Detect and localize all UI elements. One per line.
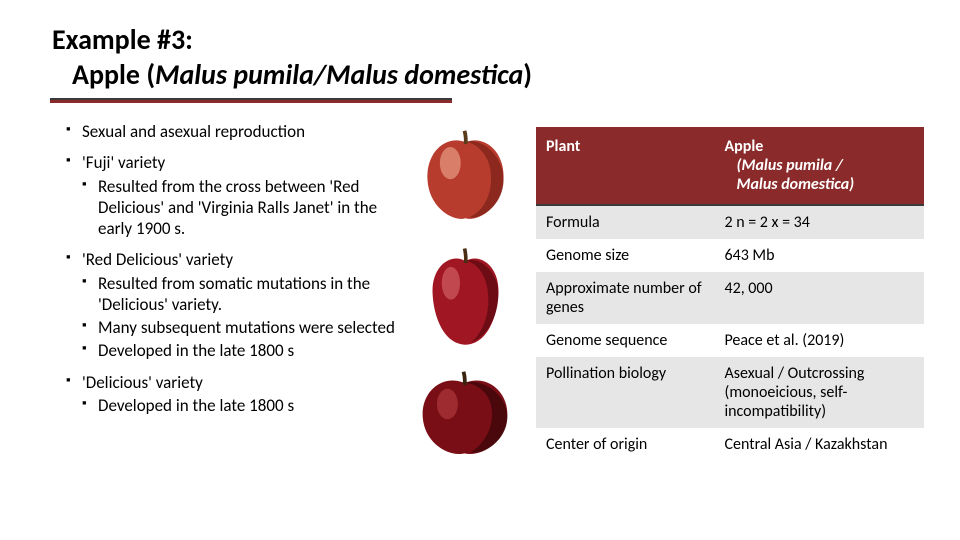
sub-bullet-item: Resulted from the cross between 'Red Del…: [82, 176, 400, 240]
bullet-text: 'Red Delicious' variety: [82, 249, 233, 270]
table-cell-value: 42, 000: [714, 272, 924, 324]
table-cell-label: Pollination biology: [536, 357, 714, 428]
bullet-list-column: Sexual and asexual reproduction 'Fuji' v…: [0, 121, 400, 461]
table-cell-value: Peace et al. (2019): [714, 324, 924, 357]
table-cell-value: Central Asia / Kazakhstan: [714, 428, 924, 461]
header-species-sub2: Malus domestica): [724, 175, 914, 194]
bullet-text: 'Fuji' variety: [82, 152, 165, 173]
table-header-plant: Plant: [536, 127, 714, 205]
header-species-sub1: (Malus pumila /: [724, 156, 914, 175]
table-cell-value: 2 n = 2 x = 34: [714, 205, 924, 239]
table-cell-label: Genome size: [536, 239, 714, 272]
title-plain-open: Apple (: [72, 57, 155, 92]
table-row: Formula2 n = 2 x = 34: [536, 205, 924, 239]
bullet-text: Sexual and asexual reproduction: [82, 121, 305, 142]
title-plain-close: ): [523, 57, 532, 92]
sub-bullet-item: Developed in the late 1800 s: [82, 340, 400, 361]
content-area: Sexual and asexual reproduction 'Fuji' v…: [0, 103, 960, 461]
info-table-column: Plant Apple (Malus pumila / Malus domest…: [530, 121, 960, 461]
bullet-item: 'Red Delicious' variety Resulted from so…: [66, 249, 400, 361]
bullet-text: Developed in the late 1800 s: [98, 340, 294, 361]
sub-bullet-item: Developed in the late 1800 s: [82, 395, 400, 416]
bullet-text: Resulted from somatic mutations in the '…: [98, 273, 370, 315]
title-line-1: Example #3:: [52, 22, 960, 57]
table-row: Approximate number of genes42, 000: [536, 272, 924, 324]
bullet-text: Many subsequent mutations were selected: [98, 317, 395, 338]
sub-bullet-item: Resulted from somatic mutations in the '…: [82, 273, 400, 316]
table-row: Genome sequencePeace et al. (2019): [536, 324, 924, 357]
bullet-item: 'Delicious' variety Developed in the lat…: [66, 372, 400, 417]
bullet-text: 'Delicious' variety: [82, 372, 203, 393]
table-row: Center of originCentral Asia / Kazakhsta…: [536, 428, 924, 461]
table-cell-label: Genome sequence: [536, 324, 714, 357]
title-line-2: Apple (Malus pumila/Malus domestica): [52, 57, 960, 92]
bullet-item: 'Fuji' variety Resulted from the cross b…: [66, 152, 400, 239]
table-row: Genome size643 Mb: [536, 239, 924, 272]
table-cell-value: Asexual / Outcrossing (monoeicious, self…: [714, 357, 924, 428]
header-species-name: Apple: [724, 137, 763, 156]
table-body: Formula2 n = 2 x = 34Genome size643 MbAp…: [536, 205, 924, 461]
slide-title: Example #3: Apple (Malus pumila/Malus do…: [0, 0, 960, 92]
apple-bottom-icon: [415, 366, 515, 461]
title-italic: Malus pumila/Malus domestica: [155, 57, 523, 92]
apple-top-icon: [418, 125, 513, 225]
bullet-item: Sexual and asexual reproduction: [66, 121, 400, 142]
plant-info-table: Plant Apple (Malus pumila / Malus domest…: [536, 127, 924, 461]
table-cell-label: Center of origin: [536, 428, 714, 461]
table-cell-value: 643 Mb: [714, 239, 924, 272]
table-header-species: Apple (Malus pumila / Malus domestica): [714, 127, 924, 205]
bullet-text: Resulted from the cross between 'Red Del…: [98, 176, 377, 240]
table-cell-label: Approximate number of genes: [536, 272, 714, 324]
apple-image-column: [400, 121, 530, 461]
apple-middle-icon: [418, 243, 513, 348]
sub-bullet-item: Many subsequent mutations were selected: [82, 317, 400, 338]
table-cell-label: Formula: [536, 205, 714, 239]
table-row: Pollination biologyAsexual / Outcrossing…: [536, 357, 924, 428]
bullet-text: Developed in the late 1800 s: [98, 395, 294, 416]
